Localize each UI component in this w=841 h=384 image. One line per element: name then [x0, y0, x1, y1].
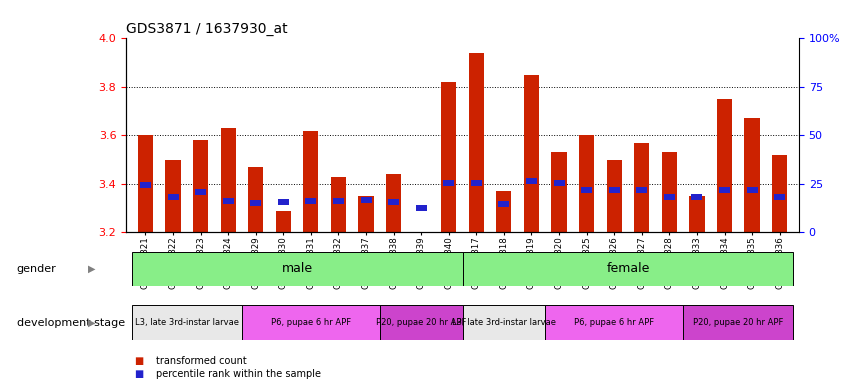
Text: P6, pupae 6 hr APF: P6, pupae 6 hr APF: [271, 318, 351, 327]
Bar: [662, 152, 677, 232]
Bar: [463, 252, 793, 286]
Bar: [545, 305, 683, 340]
Bar: [223, 198, 234, 204]
Bar: [132, 252, 463, 286]
Bar: [496, 191, 511, 232]
Bar: [388, 199, 399, 205]
Bar: [683, 305, 793, 340]
Bar: [690, 196, 705, 232]
Bar: [524, 75, 539, 232]
Text: male: male: [282, 262, 313, 275]
Text: P6, pupae 6 hr APF: P6, pupae 6 hr APF: [574, 318, 654, 327]
Bar: [443, 180, 454, 185]
Bar: [251, 200, 262, 206]
Bar: [463, 305, 545, 340]
Bar: [380, 305, 463, 340]
Bar: [579, 135, 595, 232]
Text: P20, pupae 20 hr APF: P20, pupae 20 hr APF: [376, 318, 467, 327]
Bar: [499, 202, 510, 207]
Text: ▶: ▶: [88, 264, 96, 274]
Bar: [552, 152, 567, 232]
Bar: [140, 182, 151, 188]
Bar: [719, 187, 730, 193]
Text: gender: gender: [17, 264, 56, 274]
Text: P20, pupae 20 hr APF: P20, pupae 20 hr APF: [693, 318, 784, 327]
Bar: [553, 180, 564, 185]
Text: percentile rank within the sample: percentile rank within the sample: [156, 369, 320, 379]
Text: female: female: [606, 262, 650, 275]
Text: L3, late 3rd-instar larvae: L3, late 3rd-instar larvae: [135, 318, 239, 327]
Bar: [637, 187, 648, 193]
Bar: [468, 53, 484, 232]
Bar: [195, 189, 206, 195]
Bar: [526, 179, 537, 184]
Bar: [167, 194, 178, 200]
Bar: [166, 160, 181, 232]
Bar: [774, 194, 785, 200]
Bar: [358, 196, 373, 232]
Bar: [691, 194, 702, 200]
Bar: [744, 118, 759, 232]
Bar: [331, 177, 346, 232]
Bar: [471, 180, 482, 185]
Text: ■: ■: [135, 356, 144, 366]
Text: ▶: ▶: [88, 318, 96, 328]
Bar: [193, 140, 209, 232]
Bar: [304, 131, 319, 232]
Bar: [276, 210, 291, 232]
Bar: [717, 99, 732, 232]
Text: ■: ■: [135, 369, 144, 379]
Bar: [132, 305, 242, 340]
Bar: [361, 197, 372, 203]
Bar: [415, 205, 426, 211]
Bar: [606, 160, 621, 232]
Bar: [242, 305, 380, 340]
Text: GDS3871 / 1637930_at: GDS3871 / 1637930_at: [126, 22, 288, 36]
Bar: [220, 128, 235, 232]
Text: development stage: development stage: [17, 318, 125, 328]
Text: L3, late 3rd-instar larvae: L3, late 3rd-instar larvae: [452, 318, 556, 327]
Bar: [609, 187, 620, 193]
Bar: [278, 199, 288, 205]
Bar: [138, 135, 153, 232]
Bar: [386, 174, 401, 232]
Bar: [664, 194, 674, 200]
Bar: [747, 187, 758, 193]
Bar: [248, 167, 263, 232]
Bar: [442, 82, 457, 232]
Text: transformed count: transformed count: [156, 356, 246, 366]
Bar: [772, 155, 787, 232]
Bar: [305, 198, 316, 204]
Bar: [634, 142, 649, 232]
Bar: [581, 187, 592, 193]
Bar: [333, 198, 344, 204]
